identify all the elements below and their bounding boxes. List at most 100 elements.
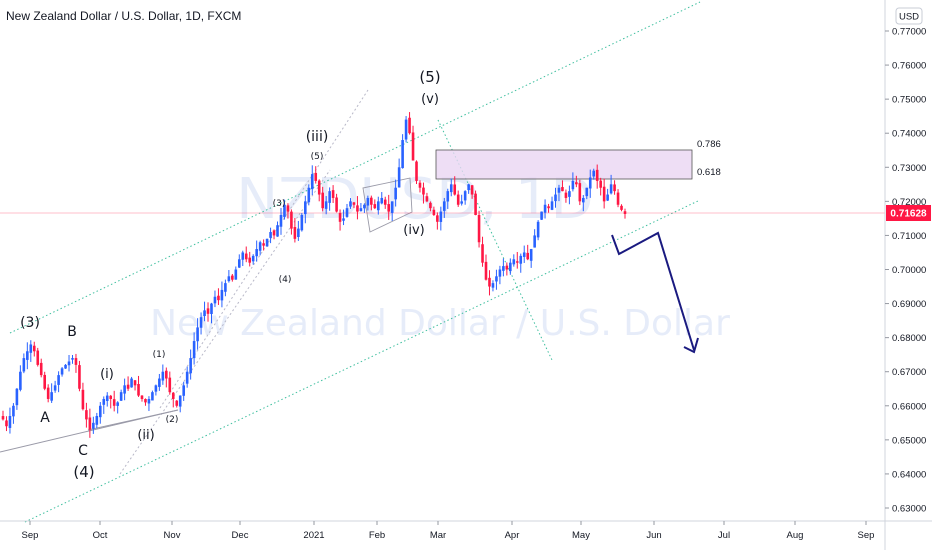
time-tick-label: May — [572, 530, 590, 541]
candle-body — [158, 378, 161, 387]
wave-label-5-major: (5) — [419, 68, 440, 86]
flag-pattern[interactable] — [362, 177, 413, 233]
candle-body — [522, 252, 526, 257]
time-tick-label: Feb — [369, 530, 385, 541]
time-tick-label: Sep — [22, 530, 39, 541]
last-price-tag: 0.71628 — [890, 209, 927, 220]
price-tick-label: 0.64000 — [892, 469, 926, 480]
candle-body — [616, 192, 620, 205]
candle-body — [509, 262, 512, 272]
candle-body — [453, 184, 457, 195]
candle-body — [568, 191, 571, 197]
fib-zone-box[interactable] — [435, 149, 693, 180]
candle-body — [64, 364, 67, 369]
candle-body — [175, 400, 179, 406]
candle-body — [290, 211, 293, 229]
currency-button-frame[interactable] — [895, 7, 923, 25]
candle-body — [613, 184, 616, 192]
candle-body — [349, 201, 352, 207]
candle-body — [585, 187, 589, 197]
candle-body — [529, 249, 533, 261]
projection-arrow[interactable] — [611, 231, 699, 354]
candle-body — [182, 385, 185, 396]
candle-body — [335, 197, 338, 212]
price-axis[interactable]: 0.77000 0.76000 0.75000 0.74000 0.73000 0.720… — [885, 27, 926, 515]
candle-body — [32, 345, 36, 352]
wave-label-2: (2) — [166, 415, 179, 425]
candle-body — [582, 197, 585, 203]
currency-button[interactable]: USD — [899, 12, 919, 23]
candle-body — [258, 242, 262, 251]
candle-body — [231, 275, 234, 280]
wave-label-1: (1) — [153, 350, 166, 360]
candle-body — [85, 410, 88, 420]
wave-label-i: (i) — [100, 367, 114, 382]
candle-body — [161, 371, 165, 381]
candle-body — [15, 388, 19, 406]
candle-body — [557, 187, 561, 193]
fib-618-label: 0.618 — [697, 167, 721, 178]
candle-body — [116, 402, 119, 406]
fib-786-label: 0.786 — [697, 139, 721, 150]
candle-body — [488, 277, 491, 287]
candle-body — [39, 362, 43, 376]
candle-body — [67, 361, 71, 366]
candle-body — [561, 187, 564, 192]
price-tick-label: 0.70000 — [892, 265, 926, 276]
candle-body — [519, 255, 523, 264]
candle-body — [307, 187, 311, 203]
candle-body — [352, 202, 356, 205]
candle-body — [199, 317, 203, 328]
candle-body — [366, 197, 370, 206]
candle-body — [359, 208, 363, 212]
candle-body — [554, 194, 557, 202]
candle-body — [262, 243, 265, 246]
wave-label-ii: (ii) — [137, 428, 154, 443]
time-axis[interactable]: Sep Oct Nov Dec 2021 Feb Mar Apr May Jun Jul Aug Sep — [22, 521, 875, 541]
candle-body — [185, 371, 189, 384]
time-tick-label: Aug — [787, 530, 804, 541]
time-tick-label: Dec — [232, 530, 249, 541]
candle-body — [592, 170, 596, 177]
wave-label-4-major: (4) — [73, 463, 94, 481]
channel-lower-line[interactable] — [24, 199, 701, 523]
candle-body — [81, 389, 85, 410]
candle-body — [140, 395, 144, 399]
candle-body — [373, 204, 377, 209]
candle-body — [109, 395, 113, 399]
candle-body — [57, 375, 60, 385]
candle-body — [456, 194, 460, 205]
candle-body — [78, 365, 81, 389]
last-price-tag-bg — [886, 205, 931, 221]
candle-body — [397, 167, 401, 188]
candle-body — [411, 132, 415, 161]
candle-body — [425, 196, 429, 202]
candle-body — [304, 201, 307, 215]
candle-body — [144, 399, 147, 403]
candle-body — [248, 257, 252, 263]
candle-body — [460, 201, 463, 204]
candle-body — [60, 368, 64, 375]
candle-body — [550, 201, 554, 210]
candle-body — [376, 201, 380, 211]
price-tick-label: 0.76000 — [892, 61, 926, 72]
wave-label-4-minor: (4) — [279, 275, 292, 285]
candle-body — [276, 225, 279, 237]
candle-body — [98, 405, 102, 418]
price-tick-label: 0.77000 — [892, 27, 926, 38]
price-tick-label: 0.66000 — [892, 401, 926, 412]
candle-body — [578, 183, 582, 202]
candle-body — [151, 392, 154, 401]
candle-body — [189, 358, 192, 374]
candle-body — [119, 392, 123, 401]
candle-body — [283, 204, 286, 217]
triangle-upper-line[interactable] — [87, 409, 179, 431]
candle-body — [599, 180, 602, 188]
time-tick-label: Nov — [164, 530, 181, 541]
candle-body — [255, 249, 258, 257]
candle-body — [331, 190, 335, 198]
price-tick-label: 0.72000 — [892, 197, 926, 208]
price-tick-label: 0.68000 — [892, 333, 926, 344]
